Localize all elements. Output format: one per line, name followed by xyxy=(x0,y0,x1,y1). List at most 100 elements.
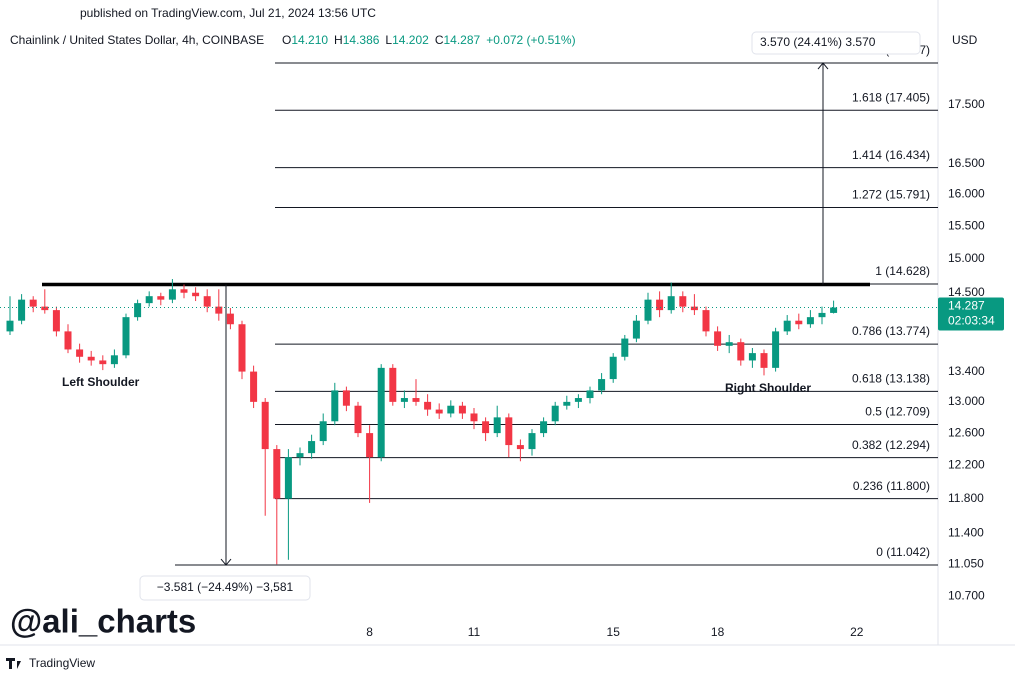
price-label: 14.287 xyxy=(948,299,985,313)
candle-body xyxy=(760,353,768,368)
candle-body xyxy=(145,296,153,304)
fib-label: 1.618 (17.405) xyxy=(852,90,930,104)
fib-label: 1.414 (16.434) xyxy=(852,148,930,162)
x-tick-label: 22 xyxy=(850,625,864,639)
ohlc-key: C xyxy=(435,33,444,47)
candle-body xyxy=(702,310,710,332)
candle-body xyxy=(424,401,432,410)
annotation: Left Shoulder xyxy=(62,375,140,389)
candle-body xyxy=(447,405,455,414)
ohlc-key: H xyxy=(334,33,343,47)
candle-body xyxy=(714,331,722,346)
y-tick-label: 12.600 xyxy=(948,425,985,439)
candle-body xyxy=(29,299,37,307)
fib-label: 0.382 (12.294) xyxy=(852,438,930,452)
fib-label: 0.236 (11.800) xyxy=(853,479,930,493)
measure-label: 3.570 (24.41%) 3.570 xyxy=(760,35,876,49)
y-tick-label: 11.400 xyxy=(948,525,984,539)
candle-body xyxy=(737,342,745,361)
candle-body xyxy=(667,296,675,311)
fib-label: 0 (11.042) xyxy=(876,545,930,559)
candle-body xyxy=(806,317,814,325)
y-tick-label: 15.000 xyxy=(948,251,985,265)
candle-body xyxy=(319,421,327,442)
candle-body xyxy=(435,409,443,414)
candle-body xyxy=(238,324,246,372)
ohlc-value: 14.202 xyxy=(392,33,429,47)
candle-body xyxy=(586,390,594,399)
candle-body xyxy=(818,312,826,318)
candle-body xyxy=(609,356,617,380)
y-tick-label: 11.800 xyxy=(948,491,984,505)
candle-body xyxy=(157,296,165,300)
candle-body xyxy=(621,338,629,357)
candle-body xyxy=(679,296,687,307)
ohlc-key: O xyxy=(282,33,291,47)
brand: TradingView xyxy=(29,656,95,670)
candle-body xyxy=(203,296,211,307)
candle-body xyxy=(354,405,362,434)
candle-body xyxy=(331,390,339,422)
candle-body xyxy=(598,379,606,391)
candle-body xyxy=(87,356,95,361)
candle-body xyxy=(226,313,234,325)
candle-body xyxy=(261,401,269,450)
candle-body xyxy=(250,371,258,402)
candle-body xyxy=(725,342,733,346)
y-tick-label: 16.500 xyxy=(948,156,985,170)
fib-label: 0.618 (13.138) xyxy=(852,371,930,385)
candle-body xyxy=(656,299,664,311)
candle-body xyxy=(168,289,176,300)
candle-body xyxy=(284,457,292,499)
fib-label: 0.5 (12.709) xyxy=(865,405,930,419)
candle-body xyxy=(551,405,559,422)
candle-body xyxy=(783,320,791,332)
x-tick-label: 11 xyxy=(468,625,481,639)
candle-body xyxy=(505,417,513,446)
candle-body xyxy=(528,433,536,450)
candle-body xyxy=(18,299,26,321)
measure-label: −3.581 (−24.49%) −3,581 xyxy=(157,580,294,594)
y-tick-label: 15.500 xyxy=(948,218,985,232)
x-tick-label: 18 xyxy=(711,625,725,639)
candle-body xyxy=(273,449,281,499)
candle-body xyxy=(192,292,200,297)
y-tick-label: 11.050 xyxy=(948,556,984,570)
logo xyxy=(6,658,21,669)
candle-body xyxy=(377,367,385,458)
candle-body xyxy=(76,349,84,357)
x-tick-label: 8 xyxy=(366,625,373,639)
candle-body xyxy=(493,417,501,434)
candle-body xyxy=(52,310,60,332)
candle-body xyxy=(644,299,652,321)
published-note: published on TradingView.com, Jul 21, 20… xyxy=(80,6,376,20)
candle-body xyxy=(296,453,304,458)
candle-body xyxy=(215,306,223,314)
candle-body xyxy=(6,320,14,332)
candle-body xyxy=(134,303,142,318)
ohlc-value: 14.386 xyxy=(343,33,380,47)
candle-body xyxy=(748,353,756,361)
candle-body xyxy=(516,445,524,450)
arrow-head xyxy=(817,62,829,70)
candle-body xyxy=(366,433,374,458)
candle-body xyxy=(110,355,118,365)
candle-body xyxy=(458,405,466,414)
candle-body xyxy=(690,306,698,311)
ohlc-key: L xyxy=(385,33,392,47)
candle-body xyxy=(632,320,640,339)
candle-body xyxy=(41,306,49,311)
y-tick-label: 12.200 xyxy=(948,458,985,472)
candle-body xyxy=(342,390,350,406)
candle-body xyxy=(389,367,397,402)
candle-body xyxy=(308,441,316,454)
candle-body xyxy=(540,421,548,434)
y-tick-label: 16.000 xyxy=(948,187,985,201)
measure-box xyxy=(139,575,311,601)
y-tick-label: 13.000 xyxy=(948,394,985,408)
fib-label: 1 (14.628) xyxy=(875,264,930,278)
candle-body xyxy=(795,320,803,325)
fib-label: 0.786 (13.774) xyxy=(852,324,930,338)
ohlc-value: 14.287 xyxy=(443,33,480,47)
measure-box xyxy=(751,31,921,55)
